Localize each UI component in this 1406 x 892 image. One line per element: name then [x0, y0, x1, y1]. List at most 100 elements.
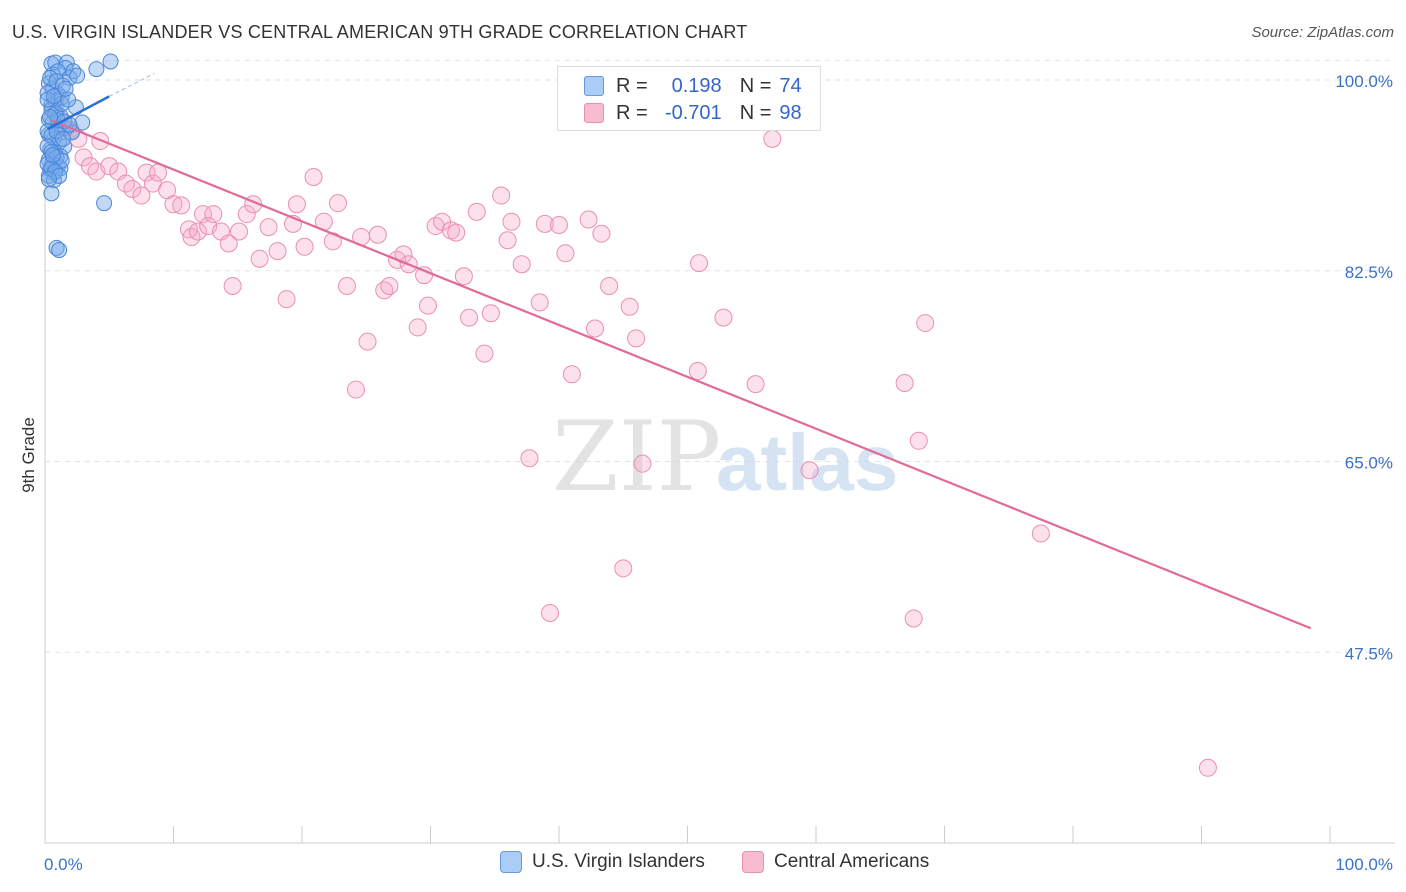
central-american-point [620, 297, 639, 316]
virgin-islander-point [88, 61, 105, 78]
virgin-islander-point [96, 195, 113, 212]
legend-r-label: R = [616, 101, 648, 124]
trend-lines [46, 73, 1312, 630]
central-american-point [475, 344, 494, 363]
central-american-point [530, 293, 549, 312]
virgin-islander-point [57, 80, 74, 97]
central-american-point [746, 375, 765, 394]
legend-n-value: 98 [779, 101, 802, 124]
central-american-point [481, 304, 500, 323]
central-american-point [380, 277, 399, 296]
virgin-islander-point [74, 114, 91, 131]
y-tick-label: 65.0% [1345, 454, 1393, 473]
bottom-legend-central-americans: Central Americans [742, 851, 929, 873]
y-tick-label: 47.5% [1345, 644, 1393, 663]
virgin-islander-point [69, 67, 86, 84]
central-american-point [447, 223, 466, 242]
central-american-point [904, 609, 923, 628]
virgin-islander-point [43, 185, 60, 202]
central-american-point [230, 222, 249, 241]
virgin-islander-point [44, 147, 61, 164]
central-american-point [346, 380, 365, 399]
bottom-legend-label: Central Americans [774, 851, 930, 872]
central-american-point [592, 224, 611, 243]
virgin-islander-point [45, 88, 62, 105]
central-american-point [763, 129, 782, 148]
legend-swatch-pink [584, 103, 604, 123]
chart-title: U.S. VIRGIN ISLANDER VS CENTRAL AMERICAN… [12, 22, 748, 42]
central-american-point [328, 194, 347, 213]
virgin-islander-point [48, 239, 65, 256]
virgin-islanders-trend-extension [109, 73, 155, 97]
central-american-point [368, 225, 387, 244]
virgin-islander-point [102, 53, 119, 70]
central-american-point [502, 212, 521, 231]
watermark: ZIP atlas [552, 401, 898, 513]
central-american-point [277, 290, 296, 309]
central-american-point [337, 277, 356, 296]
central-american-point [492, 186, 511, 205]
central-american-point [800, 461, 819, 480]
central-american-point [895, 374, 914, 393]
central-american-point [100, 157, 119, 176]
central-american-point [585, 319, 604, 338]
central-american-point [132, 186, 151, 205]
virgin-islander-point [51, 167, 68, 184]
central-american-point [204, 205, 223, 224]
central-american-point [562, 365, 581, 384]
central-american-point [250, 249, 269, 268]
legend-n-label: N = [739, 101, 772, 124]
central-american-point [123, 180, 142, 198]
central-american-point [520, 449, 539, 468]
central-american-point [579, 210, 598, 229]
legend-row-virgin-islanders: R = 0.198 N = 74 [584, 74, 802, 98]
central-american-point [714, 308, 733, 327]
source-credit: Source: ZipAtlas.com [1251, 24, 1394, 41]
legend-swatch-blue [584, 76, 604, 96]
legend-n-label: N = [739, 74, 772, 97]
virgin-islander-point [51, 242, 68, 259]
central-american-point [498, 231, 517, 250]
central-american-point [550, 215, 568, 234]
central-american-point [535, 214, 554, 233]
grid-lines [45, 59, 1395, 653]
y-tick-label: 100.0% [1335, 72, 1393, 91]
virgin-islander-point [57, 60, 74, 77]
bottom-legend-label: U.S. Virgin Islanders [532, 851, 705, 872]
axes [44, 70, 1395, 844]
central-american-point [358, 332, 377, 351]
bottom-legend-swatch-blue [500, 851, 522, 873]
central-american-point [541, 604, 560, 623]
central-american-point [600, 277, 619, 296]
central-americans-trend-line [51, 119, 1312, 630]
central-american-point [418, 296, 437, 315]
central-american-point [556, 244, 575, 263]
central-american-point [916, 314, 935, 333]
central-american-point [627, 329, 646, 348]
x-tick-label: 0.0% [44, 855, 83, 874]
virgin-islander-point [40, 171, 57, 188]
central-american-point [223, 277, 242, 296]
legend-r-label: R = [616, 74, 648, 97]
central-american-point [690, 254, 709, 273]
virgin-islander-point [54, 130, 71, 147]
central-american-point [259, 218, 278, 237]
legend-n-value: 74 [779, 74, 802, 97]
central-american-point [172, 196, 191, 215]
legend-r-value: 0.198 [671, 74, 722, 97]
central-american-point [454, 267, 473, 286]
central-american-point [512, 255, 531, 274]
virgin-islander-point [47, 54, 64, 71]
central-american-point [1031, 524, 1050, 543]
central-american-point [408, 318, 427, 337]
central-american-point [1198, 758, 1217, 777]
legend-row-central-americans: R = -0.701 N = 98 [584, 101, 802, 125]
central-american-point [460, 308, 479, 327]
bottom-legend-swatch-pink [742, 851, 764, 873]
y-tick-label: 82.5% [1345, 263, 1393, 282]
central-american-point [219, 234, 238, 253]
x-tick-label: 100.0% [1335, 855, 1393, 874]
central-american-point [304, 168, 323, 187]
central-american-point [287, 195, 306, 214]
